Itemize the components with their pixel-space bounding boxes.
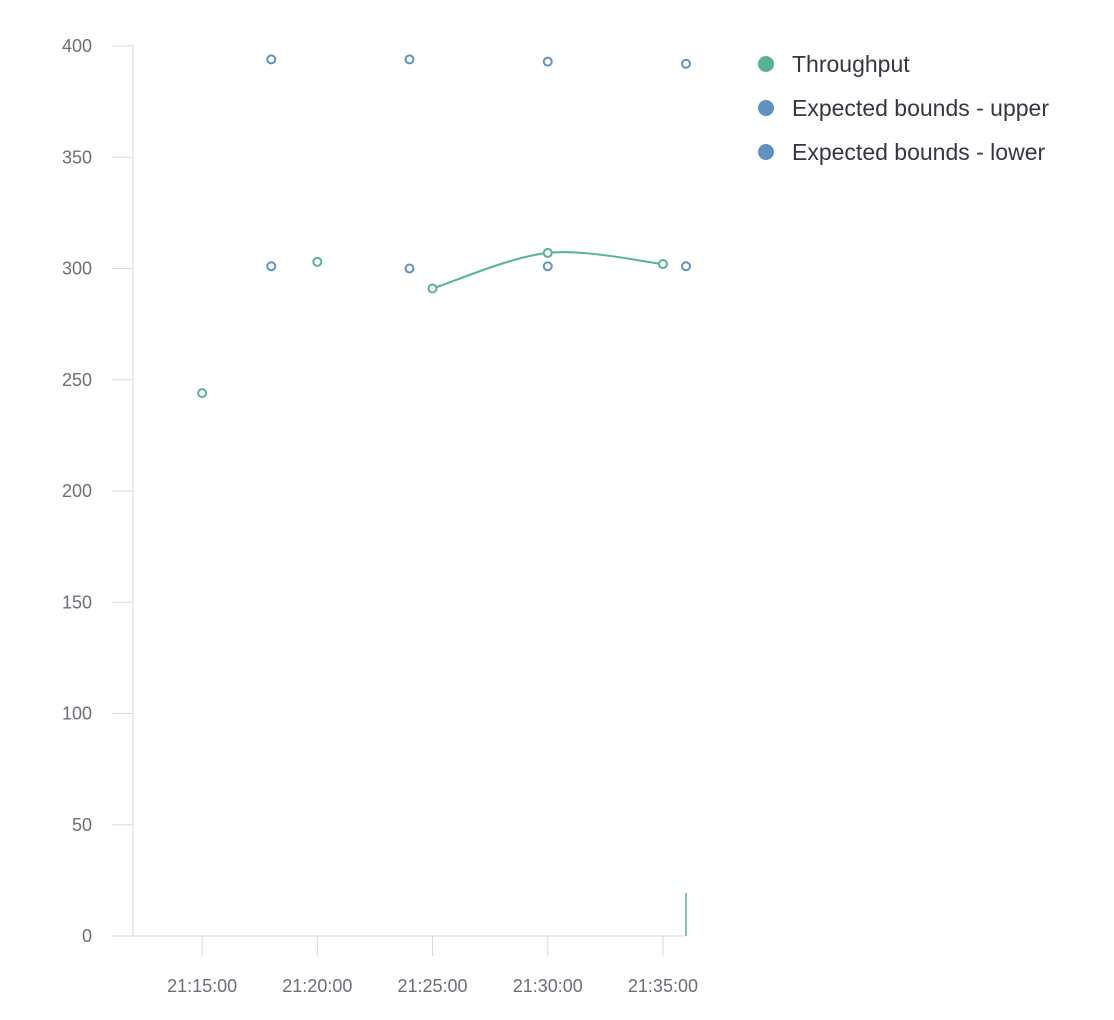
- y-tick-label: 150: [62, 592, 92, 612]
- expected-bounds-lower-point: [681, 261, 691, 272]
- legend-item-expected-bounds-lower[interactable]: Expected bounds - lower: [758, 130, 1049, 174]
- x-tick-label: 21:25:00: [398, 976, 468, 996]
- y-tick-label: 250: [62, 370, 92, 390]
- y-tick-label: 50: [72, 815, 92, 835]
- legend-item-expected-bounds-upper[interactable]: Expected bounds - upper: [758, 86, 1049, 130]
- legend-label: Expected bounds - lower: [792, 138, 1046, 165]
- legend-item-throughput[interactable]: Throughput: [758, 42, 1049, 86]
- throughput-point: [197, 388, 208, 399]
- series-expected-bounds-upper: [266, 54, 691, 69]
- x-tick-label: 21:35:00: [628, 976, 698, 996]
- expected-bounds-upper-point: [542, 56, 553, 67]
- chart-axes: 0 50 100 150 200 250 300 350 400 21:15:00 21:20:00…: [62, 36, 698, 996]
- throughput-point: [312, 256, 323, 267]
- y-tick-label: 0: [82, 926, 92, 946]
- series-throughput: [197, 247, 668, 399]
- series-expected-bounds-lower: [266, 261, 691, 274]
- throughput-point: [657, 259, 668, 270]
- y-tick-label: 350: [62, 147, 92, 167]
- expected-bounds-upper-point: [404, 54, 415, 65]
- x-tick-label: 21:15:00: [167, 976, 237, 996]
- y-tick-label: 400: [62, 36, 92, 56]
- legend-dot-icon: [758, 100, 774, 116]
- throughput-chart: 0 50 100 150 200 250 300 350 400 21:15:00 21:20:00…: [62, 36, 698, 996]
- expected-bounds-upper-point: [681, 58, 691, 69]
- legend-dot-icon: [758, 56, 774, 72]
- x-tick-label: 21:30:00: [513, 976, 583, 996]
- y-tick-label: 200: [62, 481, 92, 501]
- expected-bounds-lower-point: [266, 261, 277, 272]
- legend-dot-icon: [758, 144, 774, 160]
- legend-label: Throughput: [792, 50, 910, 77]
- y-tick-label: 300: [62, 259, 92, 279]
- chart-legend: Throughput Expected bounds - upper Expecte…: [758, 42, 1049, 174]
- expected-bounds-upper-point: [266, 54, 277, 65]
- chart-series-layer: [197, 54, 691, 936]
- throughput-point: [427, 283, 438, 294]
- y-tick-label: 100: [62, 704, 92, 724]
- expected-bounds-lower-point: [404, 263, 415, 274]
- legend-label: Expected bounds - upper: [792, 94, 1050, 121]
- x-tick-label: 21:20:00: [282, 976, 352, 996]
- throughput-point: [542, 247, 553, 258]
- expected-bounds-lower-point: [542, 261, 553, 272]
